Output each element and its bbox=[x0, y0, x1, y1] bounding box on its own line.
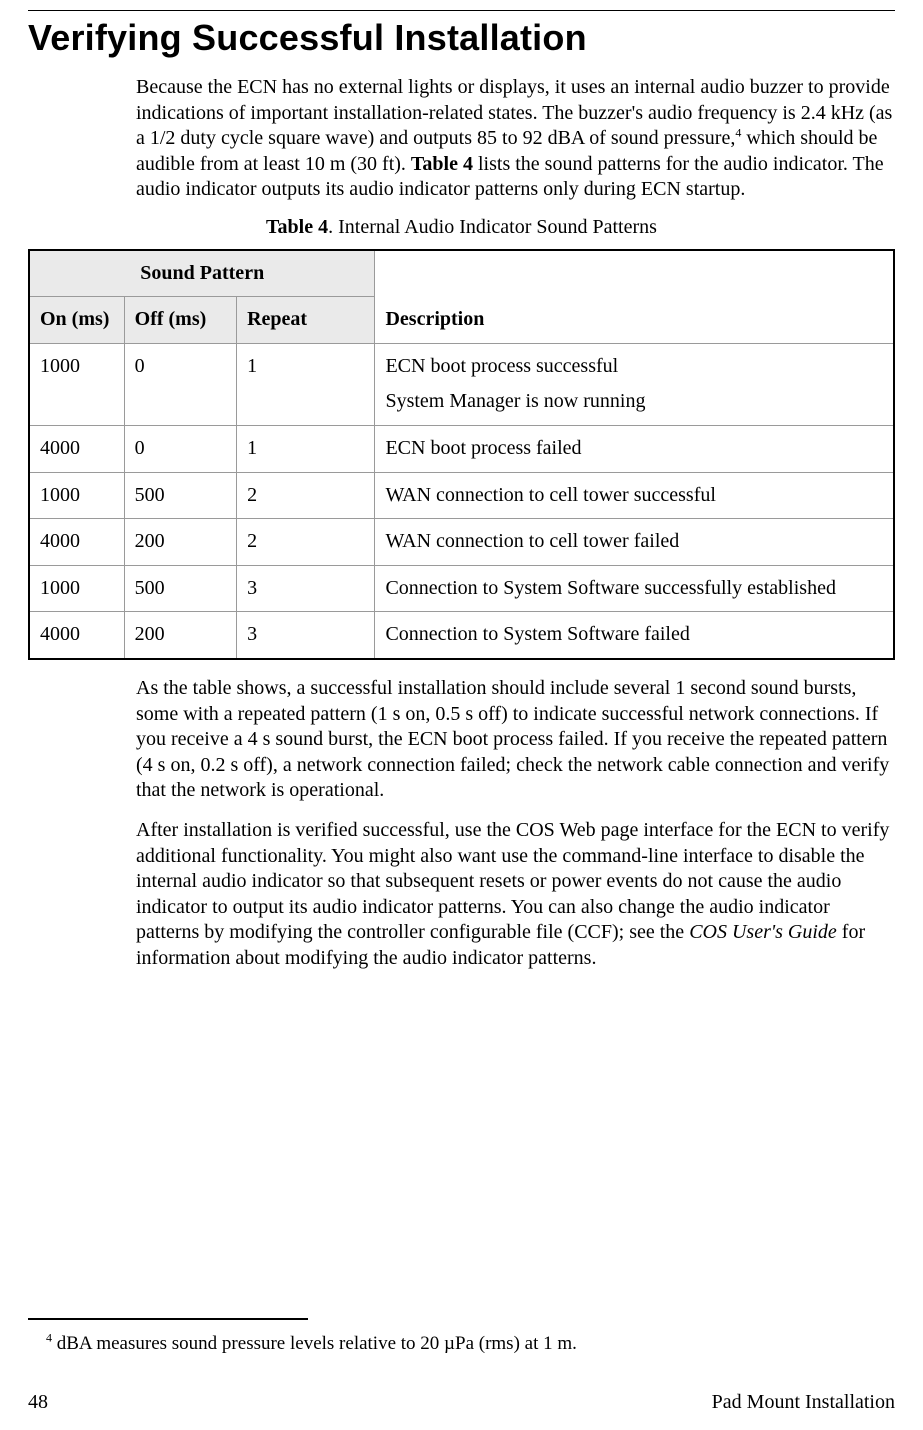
instructions-paragraph: After installation is verified successfu… bbox=[136, 818, 895, 972]
cell-on: 4000 bbox=[29, 519, 124, 566]
page-number: 48 bbox=[28, 1390, 48, 1416]
table-header-description: Description bbox=[375, 250, 894, 344]
page: Verifying Successful Installation Becaus… bbox=[0, 10, 923, 1430]
cell-off: 0 bbox=[124, 426, 236, 473]
table-row: 4000 200 3 Connection to System Software… bbox=[29, 612, 894, 659]
table-header-on: On (ms) bbox=[29, 297, 124, 344]
table-row: 1000 500 2 WAN connection to cell tower … bbox=[29, 472, 894, 519]
cell-off: 200 bbox=[124, 519, 236, 566]
cell-repeat: 1 bbox=[237, 426, 375, 473]
table-caption: Table 4. Internal Audio Indicator Sound … bbox=[28, 215, 895, 241]
cell-repeat: 1 bbox=[237, 343, 375, 425]
table-row: 1000 0 1 ECN boot process successful Sys… bbox=[29, 343, 894, 425]
table-header-off: Off (ms) bbox=[124, 297, 236, 344]
cell-desc: WAN connection to cell tower successful bbox=[375, 472, 894, 519]
cell-on: 4000 bbox=[29, 612, 124, 659]
cell-desc: ECN boot process successful System Manag… bbox=[375, 343, 894, 425]
explanation-paragraph: As the table shows, a successful install… bbox=[136, 676, 895, 804]
table-header-repeat: Repeat bbox=[237, 297, 375, 344]
table-row: 4000 200 2 WAN connection to cell tower … bbox=[29, 519, 894, 566]
table-caption-text: . Internal Audio Indicator Sound Pattern… bbox=[328, 216, 657, 238]
cos-user-guide-ref: COS User's Guide bbox=[689, 921, 837, 943]
cell-on: 1000 bbox=[29, 343, 124, 425]
cell-on: 1000 bbox=[29, 472, 124, 519]
footnote-text: dBA measures sound pressure levels relat… bbox=[52, 1333, 577, 1354]
footnote-rule bbox=[28, 1318, 308, 1320]
cell-desc-line2: System Manager is now running bbox=[385, 389, 883, 415]
cell-repeat: 2 bbox=[237, 472, 375, 519]
page-title: Verifying Successful Installation bbox=[28, 15, 895, 61]
cell-desc-line1: ECN boot process successful bbox=[385, 354, 883, 380]
table-header-row-1: Sound Pattern Description bbox=[29, 250, 894, 297]
cell-desc: ECN boot process failed bbox=[375, 426, 894, 473]
cell-desc: WAN connection to cell tower failed bbox=[375, 519, 894, 566]
cell-off: 500 bbox=[124, 565, 236, 612]
cell-repeat: 3 bbox=[237, 612, 375, 659]
table-row: 1000 500 3 Connection to System Software… bbox=[29, 565, 894, 612]
table-row: 4000 0 1 ECN boot process failed bbox=[29, 426, 894, 473]
footnote-4: 4 dBA measures sound pressure levels rel… bbox=[46, 1332, 895, 1356]
cell-off: 500 bbox=[124, 472, 236, 519]
cell-on: 1000 bbox=[29, 565, 124, 612]
footnote-block: 4 dBA measures sound pressure levels rel… bbox=[28, 1318, 895, 1356]
cell-desc: Connection to System Software failed bbox=[375, 612, 894, 659]
cell-desc: Connection to System Software successful… bbox=[375, 565, 894, 612]
intro-paragraph: Because the ECN has no external lights o… bbox=[136, 75, 895, 203]
table-header-sound-pattern: Sound Pattern bbox=[29, 250, 375, 297]
top-rule bbox=[28, 10, 895, 11]
cell-off: 200 bbox=[124, 612, 236, 659]
table-caption-label: Table 4 bbox=[266, 216, 328, 238]
table-ref-bold: Table 4 bbox=[411, 153, 473, 175]
cell-off: 0 bbox=[124, 343, 236, 425]
post-table-block: As the table shows, a successful install… bbox=[136, 676, 895, 972]
page-footer: 48 Pad Mount Installation bbox=[28, 1390, 895, 1416]
intro-block: Because the ECN has no external lights o… bbox=[136, 75, 895, 203]
cell-on: 4000 bbox=[29, 426, 124, 473]
footer-label: Pad Mount Installation bbox=[712, 1390, 895, 1416]
cell-repeat: 3 bbox=[237, 565, 375, 612]
sound-patterns-table: Sound Pattern Description On (ms) Off (m… bbox=[28, 249, 895, 660]
cell-repeat: 2 bbox=[237, 519, 375, 566]
